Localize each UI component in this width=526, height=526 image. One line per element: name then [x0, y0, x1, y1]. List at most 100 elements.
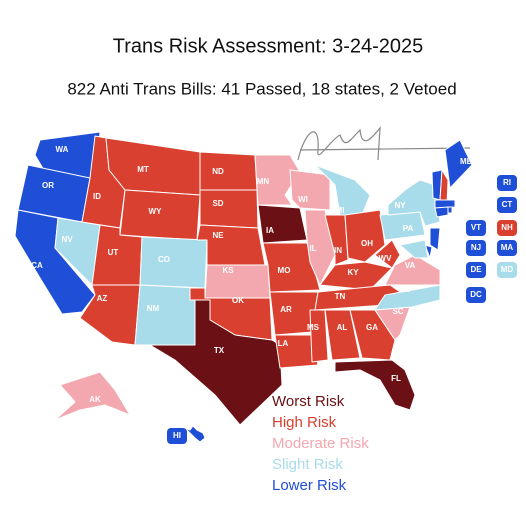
state-label: NY [394, 201, 406, 210]
state-shape [204, 264, 271, 299]
state-shape [274, 334, 319, 369]
state-box [497, 197, 517, 213]
state-shape [257, 204, 308, 244]
state-box-label: MA [501, 243, 514, 252]
state-label: IL [309, 244, 316, 253]
state-box [497, 220, 517, 236]
state-box [167, 428, 187, 444]
state-shape [324, 214, 349, 266]
state-box-label: NH [501, 223, 513, 232]
state-shape [444, 139, 473, 189]
state-shape [289, 169, 331, 211]
state-label: TX [214, 346, 225, 355]
state-label: CA [31, 261, 43, 270]
state-label: UT [108, 248, 119, 257]
state-box [497, 175, 517, 191]
state-shape [134, 284, 198, 346]
legend-entry: Worst Risk [272, 393, 345, 410]
state-label: FL [391, 374, 401, 383]
title: Trans Risk Assessment: 3-24-2025 [113, 35, 424, 57]
state-shape [344, 209, 386, 263]
state-shape [447, 206, 453, 214]
state-shape [349, 309, 396, 361]
state-label: NM [147, 304, 160, 313]
state-shape [324, 309, 361, 361]
signature-scribble [297, 126, 471, 161]
state-label: IN [334, 246, 342, 255]
state-shape [434, 199, 456, 209]
state-label: VA [405, 261, 416, 270]
state-shape [149, 299, 283, 426]
legend-entry: Slight Risk [272, 456, 343, 473]
state-label: OH [361, 239, 373, 248]
state-label: WY [149, 207, 163, 216]
state-label: MS [307, 323, 320, 332]
legend: Worst Risk High Risk Moderate Risk Slight R… [272, 393, 369, 494]
state-label: OK [232, 296, 244, 305]
state-shape [199, 151, 258, 191]
state-label: NE [212, 231, 224, 240]
state-label: CO [158, 255, 170, 264]
state-label: NC [399, 285, 411, 294]
state-box-label: VT [471, 223, 481, 232]
state-box-label: HI [173, 431, 181, 440]
state-box [466, 287, 486, 303]
state-label: WV [379, 254, 393, 263]
state-shape [374, 239, 401, 269]
state-label: MI [336, 206, 345, 215]
state-label: NV [61, 235, 73, 244]
state-label: MT [137, 165, 149, 174]
state-box [497, 240, 517, 256]
legend-entry: High Risk [272, 414, 337, 431]
state-box [466, 262, 486, 278]
state-label: AK [89, 395, 101, 404]
state-label: MO [278, 266, 291, 275]
state-box-label: DE [470, 265, 482, 274]
state-box-label: DC [470, 290, 482, 299]
state-label: LA [278, 339, 289, 348]
state-label: WA [56, 145, 69, 154]
state-label: KY [347, 268, 359, 277]
state-label: IA [266, 226, 274, 235]
state-label: GA [366, 323, 378, 332]
state-shape [384, 254, 441, 286]
state-shape [54, 371, 131, 421]
state-label: AZ [97, 294, 108, 303]
state-shape [334, 359, 416, 411]
state-box [497, 262, 517, 278]
state-label: WI [298, 195, 308, 204]
state-label: ME [460, 157, 473, 166]
state-label: TN [335, 292, 346, 301]
state-shape [399, 239, 429, 259]
state-box-label: CT [502, 200, 513, 209]
state-shape [309, 309, 329, 363]
state-label: KS [222, 266, 234, 275]
state-shape [196, 224, 266, 266]
state-label: PA [403, 224, 414, 233]
state-shape [184, 425, 206, 443]
state-box-label: NJ [471, 243, 481, 252]
state-label: AR [280, 305, 292, 314]
state-shape [434, 206, 449, 218]
state-shape [199, 189, 259, 229]
us-map: WA OR CA NV ID MT WY UT AZ CO NM ND SD NE KS OK TX MN IA MO… [14, 131, 517, 444]
subtitle: 822 Anti Trans Bills: 41 Passed, 18 stat… [67, 79, 456, 98]
state-shape [374, 284, 441, 311]
state-label: ND [212, 167, 224, 176]
legend-entry: Moderate Risk [272, 435, 369, 452]
state-shape [429, 227, 441, 251]
state-shape [139, 236, 208, 289]
state-label: OR [42, 181, 54, 190]
state-box [466, 240, 486, 256]
state-shape [387, 179, 441, 227]
state-label: AL [337, 323, 348, 332]
state-label: ID [93, 192, 101, 201]
state-box-label: RI [503, 178, 511, 187]
legend-entry: Lower Risk [272, 477, 347, 494]
state-label: MN [257, 177, 270, 186]
state-box-label: MD [501, 265, 514, 274]
state-label: SC [392, 307, 403, 316]
state-shape [262, 242, 321, 293]
state-box [466, 220, 486, 236]
